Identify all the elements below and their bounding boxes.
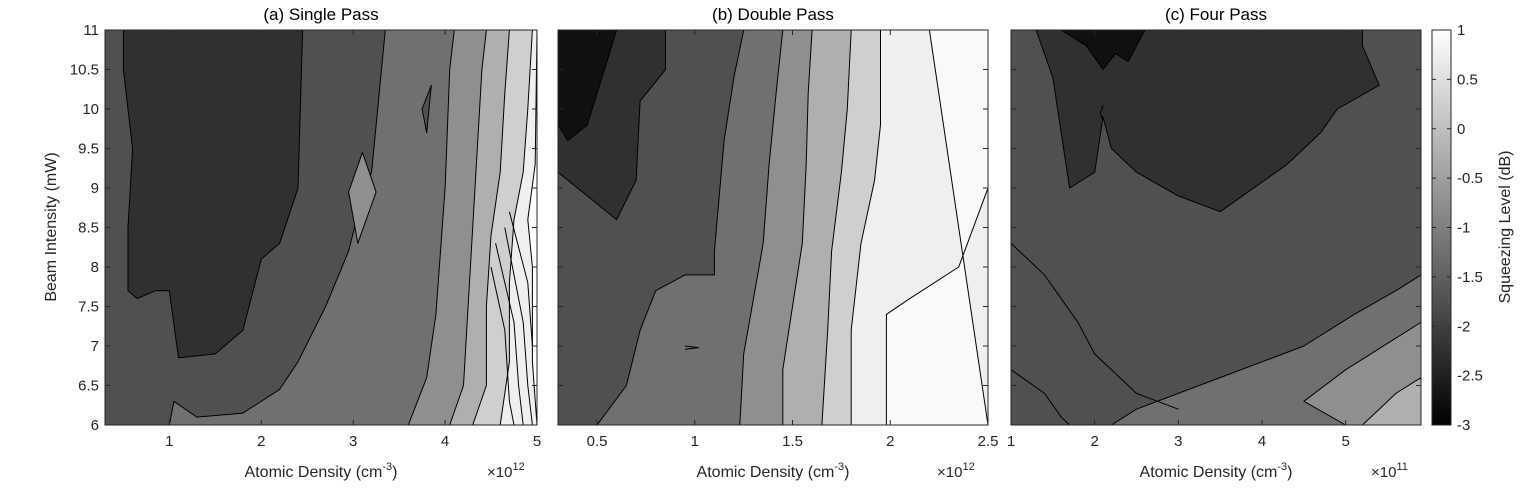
panel-title: (a) Single Pass — [263, 5, 378, 24]
contour-region — [421, 84, 432, 134]
y-tick-label: 8 — [91, 259, 99, 276]
colorbar-tick-label: -0.5 — [1457, 170, 1483, 187]
contour-line — [495, 243, 524, 425]
x-tick-label: 5 — [1342, 433, 1350, 450]
y-tick-label: 7 — [91, 338, 99, 355]
contour-line — [1011, 242, 1179, 410]
x-tick-label: 2.5 — [978, 433, 999, 450]
x-axis-label-exponent: -3 — [1277, 461, 1287, 473]
x-multiplier-base: ×10 — [937, 464, 962, 481]
x-multiplier-base: ×10 — [487, 464, 512, 481]
x-multiplier-exponent: 12 — [512, 461, 524, 473]
colorbar-tick-label: -1.5 — [1457, 269, 1483, 286]
y-tick-label: 6 — [91, 417, 99, 434]
x-axis-label: Atomic Density (cm-3) — [1140, 461, 1293, 481]
x-tick-label: 2 — [1091, 433, 1099, 450]
x-multiplier-base: ×10 — [1371, 464, 1396, 481]
x-tick-label: 3 — [1174, 433, 1182, 450]
panel-double-pass: (b) Double Pass 0.5 1 1.5 2 2.5 Atomic Densi… — [557, 5, 999, 481]
panel-four-pass: (c) Four Pass 1 2 3 4 5 Atomic Density (cm-3… — [1007, 5, 1422, 481]
axes: 1 2 3 4 5 6 6.5 7 7.5 8 8.5 9 9.5 10 10.5 11 — [70, 22, 541, 450]
colorbar-tick-label: 1 — [1457, 22, 1465, 39]
contour-region — [1035, 30, 1380, 213]
contour-line — [1099, 104, 1104, 122]
x-tick-label: 2 — [886, 433, 894, 450]
x-multiplier-exponent: 12 — [962, 461, 974, 473]
x-tick-label: 0.5 — [587, 433, 608, 450]
x-multiplier: ×1012 — [487, 461, 525, 481]
colorbar-tick-label: -1 — [1457, 220, 1470, 237]
x-axis-label-exponent: -3 — [834, 461, 844, 473]
panel-single-pass: (a) Single Pass 1 2 3 4 566.577.588.599.5101… — [43, 5, 541, 481]
x-axis-label-close: ) — [844, 464, 849, 481]
plot-area — [105, 30, 537, 425]
x-axis-label: Atomic Density (cm-3) — [697, 461, 850, 481]
contour-line — [684, 345, 699, 350]
colorbar-tick-label: 0 — [1457, 121, 1465, 138]
contour-region — [1060, 30, 1146, 70]
x-axis-label: Atomic Density (cm-3) — [245, 461, 398, 481]
y-tick-label: 11 — [83, 22, 99, 39]
contour-region — [558, 30, 618, 142]
colorbar-tick-label: 0.5 — [1457, 71, 1478, 88]
y-tick-label: 9 — [91, 180, 99, 197]
x-axis-label-text: Atomic Density (cm — [1140, 464, 1278, 481]
colorbar-tick-label: -3 — [1457, 417, 1470, 434]
contour-line — [504, 227, 533, 425]
colorbar-tick-label: -2.5 — [1457, 368, 1483, 385]
x-axis-label-close: ) — [392, 464, 397, 481]
contour-line — [490, 266, 515, 425]
colorbar-ticks: -3 -2.5 -2 -1.5 -1 -0.5 0 0.5 1 — [1432, 22, 1483, 434]
colorbar-tick-label: -2 — [1457, 318, 1470, 335]
plot-area — [1011, 30, 1421, 425]
contour-line — [1011, 369, 1070, 425]
y-tick-label: 9.5 — [78, 141, 99, 158]
colorbar-label: Squeezing Level (dB) — [1497, 151, 1514, 304]
panel-title: (b) Double Pass — [712, 5, 834, 24]
y-axis-label: Beam Intensity (mW) — [43, 152, 60, 301]
colorbar: -3 -2.5 -2 -1.5 -1 -0.5 0 0.5 1 Squeezing Level … — [1431, 22, 1514, 434]
contour-region — [348, 152, 377, 244]
contour-region — [885, 30, 988, 425]
axes: 1 2 3 4 5 — [1007, 29, 1422, 450]
x-axis-label-text: Atomic Density (cm — [245, 464, 383, 481]
x-tick-label: 2 — [257, 433, 265, 450]
contour-region — [499, 30, 537, 425]
x-axis-label-text: Atomic Density (cm — [697, 464, 835, 481]
x-tick-label: 5 — [533, 433, 541, 450]
x-axis-label-exponent: -3 — [382, 461, 392, 473]
x-tick-label: 1 — [165, 433, 173, 450]
x-multiplier: ×1011 — [1371, 461, 1408, 481]
axes: 0.5 1 1.5 2 2.5 — [557, 29, 999, 450]
x-tick-label: 1.5 — [782, 433, 803, 450]
y-tick-label: 10 — [82, 101, 99, 118]
x-multiplier: ×1012 — [937, 461, 975, 481]
x-tick-label: 3 — [349, 433, 357, 450]
x-tick-label: 1 — [691, 433, 699, 450]
x-tick-label: 4 — [1258, 433, 1266, 450]
y-tick-label: 8.5 — [78, 220, 99, 237]
x-tick-label: 4 — [441, 433, 449, 450]
contour-line — [508, 211, 533, 347]
y-tick-label: 6.5 — [78, 378, 99, 395]
panel-title: (c) Four Pass — [1165, 5, 1267, 24]
y-tick-label: 7.5 — [78, 299, 99, 316]
y-tick-label: 10.5 — [70, 62, 99, 79]
plot-area — [558, 30, 988, 425]
contour-region — [122, 30, 304, 359]
x-tick-label: 1 — [1007, 433, 1015, 450]
contour-region — [1361, 377, 1421, 425]
x-multiplier-exponent: 11 — [1396, 461, 1407, 473]
x-axis-label-close: ) — [1287, 464, 1292, 481]
